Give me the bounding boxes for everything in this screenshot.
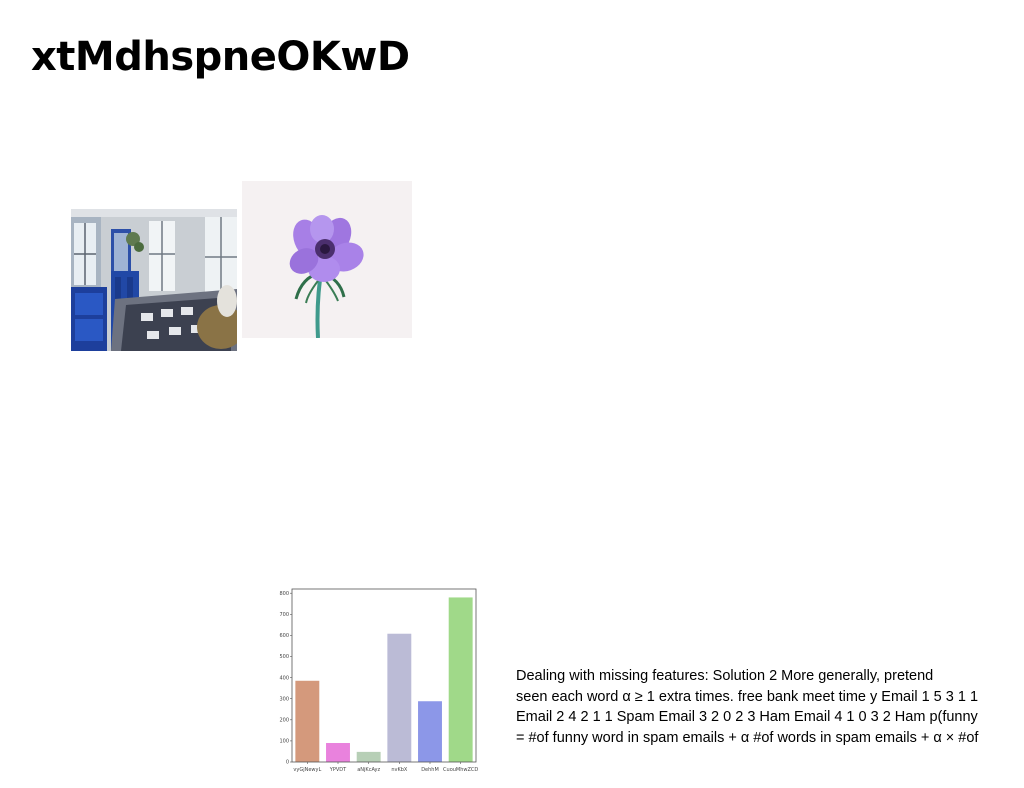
caption-line: = #of funny word in spam emails + α #of … (516, 729, 979, 746)
y-tick-label: 300 (279, 696, 289, 702)
y-tick-label: 400 (279, 675, 289, 681)
x-tick-label: nvKbX (391, 767, 408, 773)
bar-CuouMhwZCD (448, 597, 473, 762)
x-tick-label: YPVDT (329, 767, 347, 773)
y-tick-label: 200 (279, 718, 289, 724)
x-tick-label: DehhM (421, 767, 439, 773)
caption-line: Email 2 4 2 1 1 Spam Email 3 2 0 2 3 Ham… (516, 709, 978, 725)
page-title: xtMdhspneOKwD (31, 34, 410, 80)
y-tick-label: 100 (279, 739, 289, 745)
x-tick-label: vyGjNewyL (293, 767, 321, 773)
bar-chart-svg: 0 100 200 300 400 500 600 700 800 vyGjNewyL YPVDT… (279, 588, 478, 773)
bar-aNjKcAyz (356, 751, 381, 762)
bar-chart: 0 100 200 300 400 500 600 700 800 vyGjNewyL YPVDT… (272, 584, 482, 780)
caption-line: seen each word α ≥ 1 extra times. free b… (516, 688, 979, 705)
x-tick-label: CuouMhwZCD (443, 767, 478, 773)
chart-frame (291, 588, 477, 763)
flower-photo (242, 181, 412, 338)
bedroom-photo (71, 209, 237, 351)
bar-vyGjNewyL (295, 680, 320, 762)
bar-YPVDT (326, 743, 350, 762)
y-tick-label: 500 (279, 654, 289, 660)
y-tick-label: 700 (279, 612, 289, 618)
caption-text: Dealing with missing features: Solution … (516, 666, 1024, 748)
bar-nvKbX (387, 633, 412, 762)
y-tick-label: 800 (279, 591, 289, 597)
x-tick-label: aNjKcAyz (357, 767, 380, 773)
bar-DehhM (418, 701, 442, 762)
caption-line: Dealing with missing features: Solution … (516, 668, 934, 684)
y-tick-label: 0 (286, 760, 289, 766)
y-tick-label: 600 (279, 633, 289, 639)
